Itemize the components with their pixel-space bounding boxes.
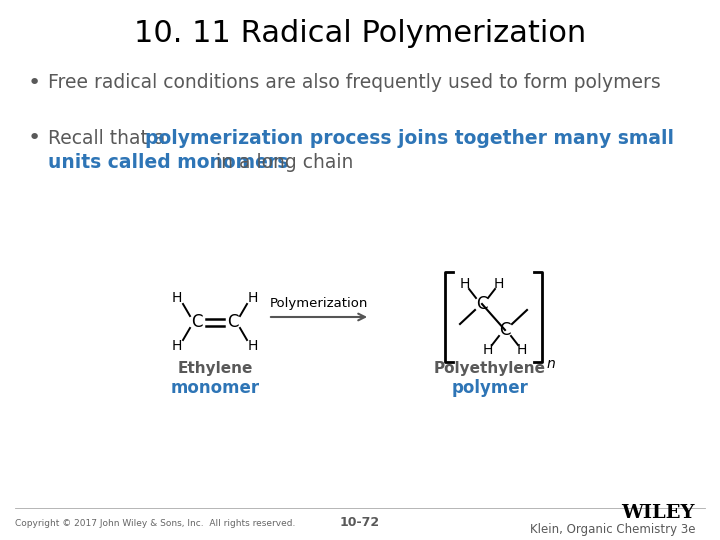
Text: C: C: [192, 313, 203, 331]
Text: H: H: [172, 291, 182, 305]
Text: WILEY: WILEY: [621, 504, 695, 522]
Text: H: H: [483, 343, 493, 357]
Text: n: n: [547, 357, 556, 371]
Text: polymerization process joins together many small: polymerization process joins together ma…: [145, 129, 674, 147]
Text: C: C: [476, 295, 487, 313]
Text: in a long chain: in a long chain: [210, 152, 354, 172]
Text: H: H: [460, 277, 470, 291]
Text: 10. 11 Radical Polymerization: 10. 11 Radical Polymerization: [134, 18, 586, 48]
Text: C: C: [228, 313, 239, 331]
Text: H: H: [248, 339, 258, 353]
Text: Polyethylene: Polyethylene: [434, 361, 546, 375]
Text: Recall that a: Recall that a: [48, 129, 171, 147]
Text: Klein, Organic Chemistry 3e: Klein, Organic Chemistry 3e: [529, 523, 695, 536]
Text: C: C: [499, 321, 510, 339]
Text: units called monomers: units called monomers: [48, 152, 289, 172]
Text: •: •: [28, 128, 41, 148]
Text: H: H: [517, 343, 527, 357]
Text: H: H: [172, 339, 182, 353]
Text: Free radical conditions are also frequently used to form polymers: Free radical conditions are also frequen…: [48, 73, 661, 92]
Text: •: •: [28, 73, 41, 93]
Text: Ethylene: Ethylene: [177, 361, 253, 375]
Text: H: H: [248, 291, 258, 305]
Text: 10-72: 10-72: [340, 516, 380, 530]
Text: Copyright © 2017 John Wiley & Sons, Inc.  All rights reserved.: Copyright © 2017 John Wiley & Sons, Inc.…: [15, 518, 295, 528]
Text: polymer: polymer: [451, 379, 528, 397]
Text: Polymerization: Polymerization: [270, 298, 368, 310]
Text: monomer: monomer: [171, 379, 260, 397]
Text: H: H: [494, 277, 504, 291]
